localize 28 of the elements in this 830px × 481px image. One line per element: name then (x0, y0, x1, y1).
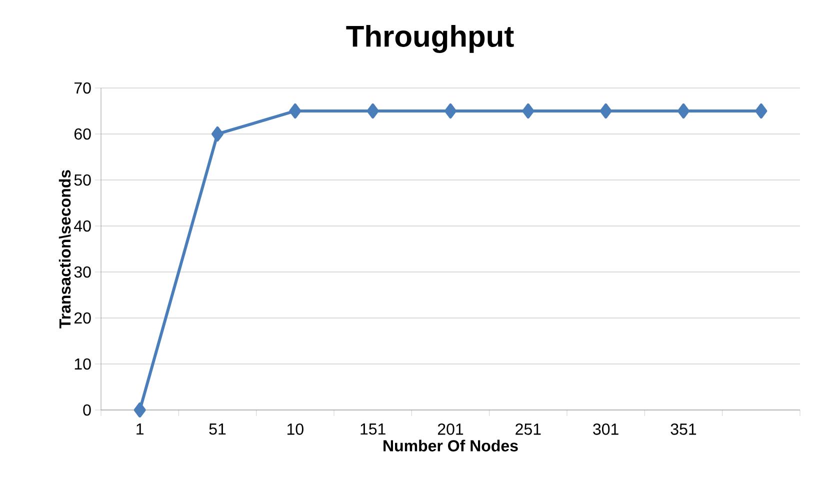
x-tick-label: 151 (360, 424, 386, 435)
x-tick-label: 1 (136, 424, 144, 435)
x-axis-title: Number Of Nodes (384, 440, 518, 452)
y-tick-label: 70 (74, 82, 91, 94)
x-tick-label: 351 (670, 424, 696, 435)
point (289, 103, 302, 118)
x-tick-label: 51 (209, 424, 226, 435)
y-tick-label: 40 (74, 220, 91, 232)
point (366, 103, 379, 118)
y-tick-label: 50 (74, 174, 91, 186)
y-tick-label: 20 (74, 312, 91, 324)
x-tick-label: 201 (438, 424, 464, 435)
y-tick-label: 30 (74, 266, 91, 278)
y-tick-label: 60 (74, 128, 91, 140)
point (212, 126, 224, 142)
x-tick-label: 251 (516, 424, 541, 435)
point (444, 103, 456, 118)
chart-title: Throughput (346, 24, 514, 54)
point (600, 103, 612, 118)
x-tick-label: 301 (593, 424, 618, 435)
point (755, 103, 768, 118)
y-tick-label: 0 (83, 404, 91, 416)
y-tick-label: 10 (74, 358, 91, 370)
point (677, 103, 690, 118)
point (134, 402, 146, 418)
point (522, 103, 534, 118)
x-tick-label: 10 (287, 424, 304, 435)
y-axis-title: Transaction\seconds (58, 170, 71, 328)
